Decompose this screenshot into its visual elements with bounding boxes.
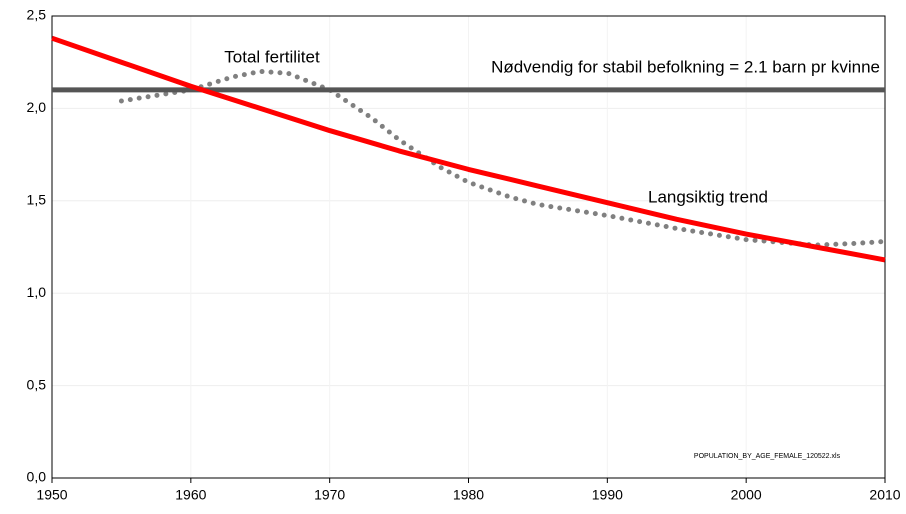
x-tick-label: 2000	[731, 487, 762, 503]
series-label: Total fertilitet	[224, 47, 320, 66]
y-tick-label: 1,0	[27, 284, 47, 300]
x-tick-label: 1960	[175, 487, 206, 503]
x-tick-label: 1970	[314, 487, 345, 503]
y-tick-label: 2,5	[27, 7, 47, 23]
x-tick-label: 1950	[36, 487, 67, 503]
source-note: POPULATION_BY_AGE_FEMALE_120522.xls	[694, 453, 841, 460]
x-tick-label: 1990	[592, 487, 623, 503]
series-line	[118, 68, 888, 248]
x-tick-label: 2010	[869, 487, 900, 503]
y-tick-label: 2,0	[27, 99, 47, 115]
y-tick-label: 1,5	[27, 192, 47, 208]
y-tick-label: 0,0	[27, 469, 47, 485]
x-tick-label: 1980	[453, 487, 484, 503]
series-label: Nødvendig for stabil befolkning = 2.1 ba…	[491, 57, 880, 76]
series-label: Langsiktig trend	[648, 187, 768, 206]
y-tick-label: 0,5	[27, 376, 47, 392]
plot-frame	[51, 15, 886, 479]
series-line	[51, 35, 886, 263]
